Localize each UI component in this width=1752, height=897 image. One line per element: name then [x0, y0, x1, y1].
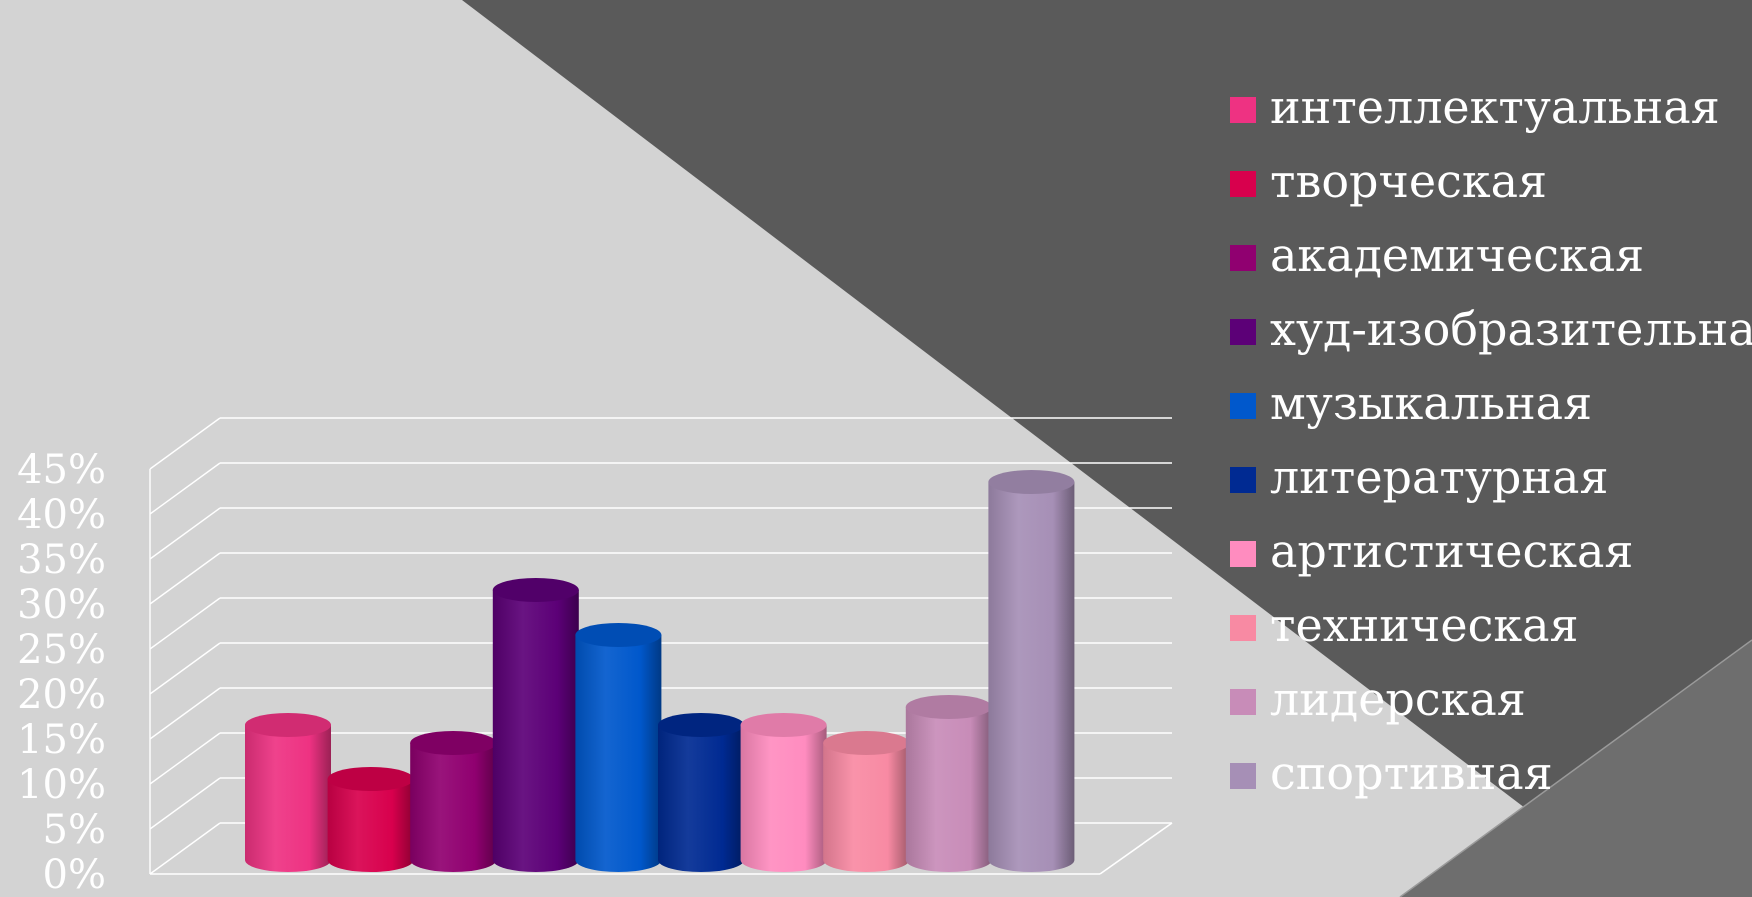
bar-артистическая: [740, 713, 827, 873]
bar-лидерская: [905, 695, 992, 873]
legend-label: лидерская: [1270, 672, 1526, 726]
bar-top: [740, 713, 827, 737]
legend-swatch: [1230, 393, 1256, 419]
bar-top: [575, 623, 662, 647]
y-tick-label: 5%: [43, 807, 106, 853]
bar-body: [492, 590, 579, 873]
legend-item: техническая: [1230, 598, 1579, 652]
y-tick-label: 25%: [17, 627, 106, 673]
bar-body: [740, 725, 827, 873]
legend-swatch: [1230, 319, 1256, 345]
bar-body: [575, 635, 662, 873]
legend-label: академическая: [1270, 228, 1644, 282]
bar-top: [327, 767, 414, 791]
legend-swatch: [1230, 763, 1256, 789]
legend-item: академическая: [1230, 228, 1644, 282]
bar-top: [410, 731, 497, 755]
y-tick-label: 35%: [17, 537, 106, 583]
bar-top: [905, 695, 992, 719]
gridline-side: [149, 417, 221, 470]
legend-label: техническая: [1270, 598, 1579, 652]
legend-item: интеллектуальная: [1230, 80, 1720, 134]
bar-творческая: [327, 767, 414, 873]
bar-body: [988, 482, 1075, 873]
gridline-side: [149, 507, 221, 560]
bar-музыкальная: [575, 623, 662, 873]
gridline-side: [149, 732, 221, 785]
legend-swatch: [1230, 615, 1256, 641]
bar-top: [823, 731, 910, 755]
bar-академическая: [410, 731, 497, 873]
legend-label: литературная: [1270, 450, 1609, 504]
gridline-side: [149, 687, 221, 740]
bar-техническая: [823, 731, 910, 873]
legend-swatch: [1230, 97, 1256, 123]
background-dark-diagonal: [462, 0, 1752, 897]
y-tick-label: 30%: [17, 582, 106, 628]
bar-top: [988, 470, 1075, 494]
legend-swatch: [1230, 171, 1256, 197]
bar-body: [245, 725, 331, 872]
y-tick-label: 20%: [17, 672, 106, 718]
legend-label: интеллектуальная: [1270, 80, 1720, 134]
floor-right-edge: [1099, 822, 1173, 875]
legend-label: худ-изобразительная: [1270, 302, 1752, 356]
legend-swatch: [1230, 245, 1256, 271]
legend-item: творческая: [1230, 154, 1547, 208]
gridline-side: [149, 552, 221, 605]
gridline-side: [149, 462, 221, 515]
bar-top: [658, 713, 744, 737]
bar-интеллектуальная: [245, 713, 331, 872]
legend-item: спортивная: [1230, 746, 1553, 800]
legend-item: литературная: [1230, 450, 1609, 504]
legend-label: творческая: [1270, 154, 1547, 208]
y-tick-label: 40%: [17, 492, 106, 538]
bar-body: [905, 707, 992, 873]
y-axis-ticks: 0%5%10%15%20%25%30%35%40%45%: [17, 447, 106, 897]
bar-body: [823, 743, 910, 873]
legend-item: артистическая: [1230, 524, 1633, 578]
background-accent-line: [1399, 639, 1752, 897]
legend-swatch: [1230, 541, 1256, 567]
y-tick-label: 15%: [17, 717, 106, 763]
bar-top: [245, 713, 331, 737]
bar-body: [327, 779, 414, 873]
legend: интеллектуальная творческая академическая х…: [1230, 80, 1752, 800]
legend-item: лидерская: [1230, 672, 1526, 726]
legend-label: музыкальная: [1270, 376, 1592, 430]
bar-body: [658, 725, 744, 872]
y-tick-label: 10%: [17, 762, 106, 808]
bar-худ-изобразительная: [492, 578, 579, 873]
y-tick-label: 45%: [17, 447, 106, 493]
legend-label: артистическая: [1270, 524, 1633, 578]
y-tick-label: 0%: [43, 852, 106, 897]
legend-label: спортивная: [1270, 746, 1553, 800]
bars: [245, 470, 1075, 873]
bar-литературная: [658, 713, 744, 872]
legend-item: музыкальная: [1230, 376, 1592, 430]
gridline-side: [149, 642, 221, 695]
legend-swatch: [1230, 467, 1256, 493]
gridline-side: [149, 597, 221, 650]
bar-top: [492, 578, 579, 602]
gridline-side: [149, 822, 221, 875]
legend-item: худ-изобразительная: [1230, 302, 1752, 356]
gridline-side: [149, 777, 221, 830]
legend-swatch: [1230, 689, 1256, 715]
bar-body: [410, 743, 497, 873]
bar-спортивная: [988, 470, 1075, 873]
